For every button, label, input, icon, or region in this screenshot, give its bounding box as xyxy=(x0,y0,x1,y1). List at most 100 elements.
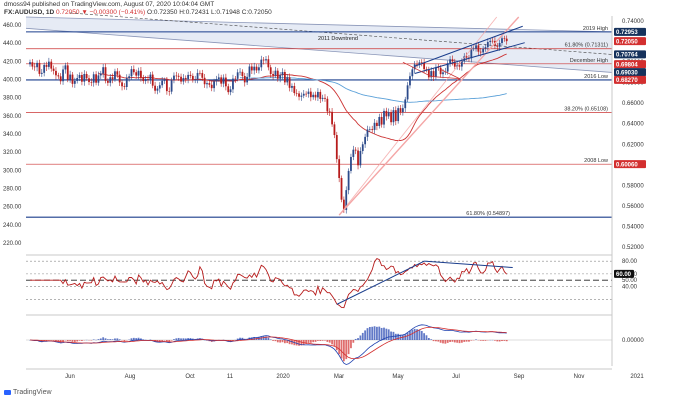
candle-body xyxy=(262,59,265,61)
candle-body xyxy=(258,67,260,71)
macd-histogram-bar xyxy=(361,332,364,340)
candle-body xyxy=(281,72,284,76)
macd-histogram-bar xyxy=(399,334,402,340)
macd-histogram-bar xyxy=(135,338,138,340)
macd-histogram-bar xyxy=(116,338,119,340)
macd-histogram-bar xyxy=(475,339,477,340)
macd-histogram-bar xyxy=(451,340,454,342)
candle-body xyxy=(236,72,239,79)
macd-histogram-bar xyxy=(442,340,444,344)
candle-body xyxy=(217,77,220,80)
candle-body xyxy=(378,116,381,126)
left-axis-tick: 260.00 xyxy=(3,205,22,211)
ohlc-values: O:0.72350 H:0.72431 L:0.71948 C:0.72050 xyxy=(147,9,272,16)
macd-histogram-bar xyxy=(175,338,178,340)
macd-histogram-bar xyxy=(62,340,64,342)
macd-histogram-bar xyxy=(385,328,388,340)
candle-body xyxy=(446,63,449,72)
time-axis-tick: May xyxy=(392,374,403,380)
candle-body xyxy=(465,56,468,58)
candle-body xyxy=(234,78,237,80)
candle-body xyxy=(489,40,492,43)
candle-body xyxy=(123,86,126,88)
candle-body xyxy=(229,89,232,93)
candle-body xyxy=(328,111,331,113)
candle-body xyxy=(260,59,263,68)
candle-body xyxy=(404,99,407,109)
macd-histogram-bar xyxy=(236,338,239,340)
macd-histogram-bar xyxy=(437,340,440,342)
candle-body xyxy=(81,75,83,82)
candle-body xyxy=(368,129,371,130)
candle-body xyxy=(449,59,451,64)
candle-body xyxy=(73,80,76,84)
candle-body xyxy=(184,77,187,80)
left-axis-tick: 320.00 xyxy=(3,150,22,156)
candle-body xyxy=(305,93,308,95)
macd-histogram-bar xyxy=(59,340,62,343)
macd-histogram-bar xyxy=(458,340,461,344)
candle-body xyxy=(484,47,487,49)
macd-histogram-bar xyxy=(170,340,173,341)
candle-body xyxy=(335,135,338,160)
time-axis-tick: 2020 xyxy=(276,374,290,380)
macd-histogram-bar xyxy=(81,340,83,341)
price-tag: 0.72050 xyxy=(616,39,638,45)
macd-histogram-bar xyxy=(460,340,463,343)
candle-body xyxy=(288,77,291,88)
macd-histogram-bar xyxy=(387,329,390,340)
macd-histogram-bar xyxy=(411,329,414,340)
candle-body xyxy=(427,69,430,78)
candle-body xyxy=(118,74,121,83)
macd-histogram-bar xyxy=(350,340,352,349)
price-tag-bg xyxy=(614,37,646,46)
left-axis-tick: 460.00 xyxy=(3,23,22,29)
macd-histogram-bar xyxy=(418,329,421,340)
macd-histogram-bar xyxy=(439,340,442,343)
candle-body xyxy=(149,74,152,80)
macd-histogram-bar xyxy=(182,338,185,340)
price-tag: 0.60060 xyxy=(616,162,638,168)
candle-body xyxy=(298,93,300,97)
candle-body xyxy=(170,80,173,92)
candle-body xyxy=(85,73,88,79)
candle-body xyxy=(78,75,81,78)
candle-body xyxy=(380,116,383,125)
right-axis-tick: 0.52000 xyxy=(622,245,644,251)
candle-body xyxy=(64,65,67,70)
candle-body xyxy=(347,170,350,191)
candle-body xyxy=(479,51,482,53)
right-axis-tick: 0.66000 xyxy=(622,101,644,107)
left-axis-tick: 340.00 xyxy=(3,132,22,138)
macd-signal-line xyxy=(29,326,507,360)
annotation-2011-downtrend: 2011 Downtrend xyxy=(318,36,358,42)
macd-histogram-bar xyxy=(173,339,175,340)
candle-body xyxy=(291,85,293,88)
candle-body xyxy=(210,84,213,89)
candle-body xyxy=(177,75,180,77)
candle-body xyxy=(232,78,234,90)
candle-body xyxy=(140,70,142,78)
ma-short-line xyxy=(98,53,507,142)
candle-body xyxy=(269,67,272,74)
macd-histogram-bar xyxy=(189,338,192,340)
candle-body xyxy=(458,65,461,67)
macd-histogram-bar xyxy=(250,337,253,340)
macd-histogram-bar xyxy=(76,340,79,342)
macd-histogram-bar xyxy=(184,338,187,340)
macd-histogram-bar xyxy=(345,340,348,360)
macd-histogram-bar xyxy=(494,340,496,341)
macd-histogram-bar xyxy=(468,340,470,342)
left-axis-tick: 380.00 xyxy=(3,96,22,102)
macd-histogram-bar xyxy=(140,338,142,340)
candle-body xyxy=(357,150,359,166)
rsi-pane xyxy=(26,258,612,309)
macd-histogram-bar xyxy=(106,339,109,340)
macd-histogram-bar xyxy=(317,340,319,341)
fib-trend-line xyxy=(338,16,520,216)
macd-histogram-bar xyxy=(57,340,60,342)
candle-body xyxy=(52,68,55,71)
macd-histogram-bar xyxy=(404,334,407,340)
macd-histogram-bar xyxy=(449,340,451,342)
